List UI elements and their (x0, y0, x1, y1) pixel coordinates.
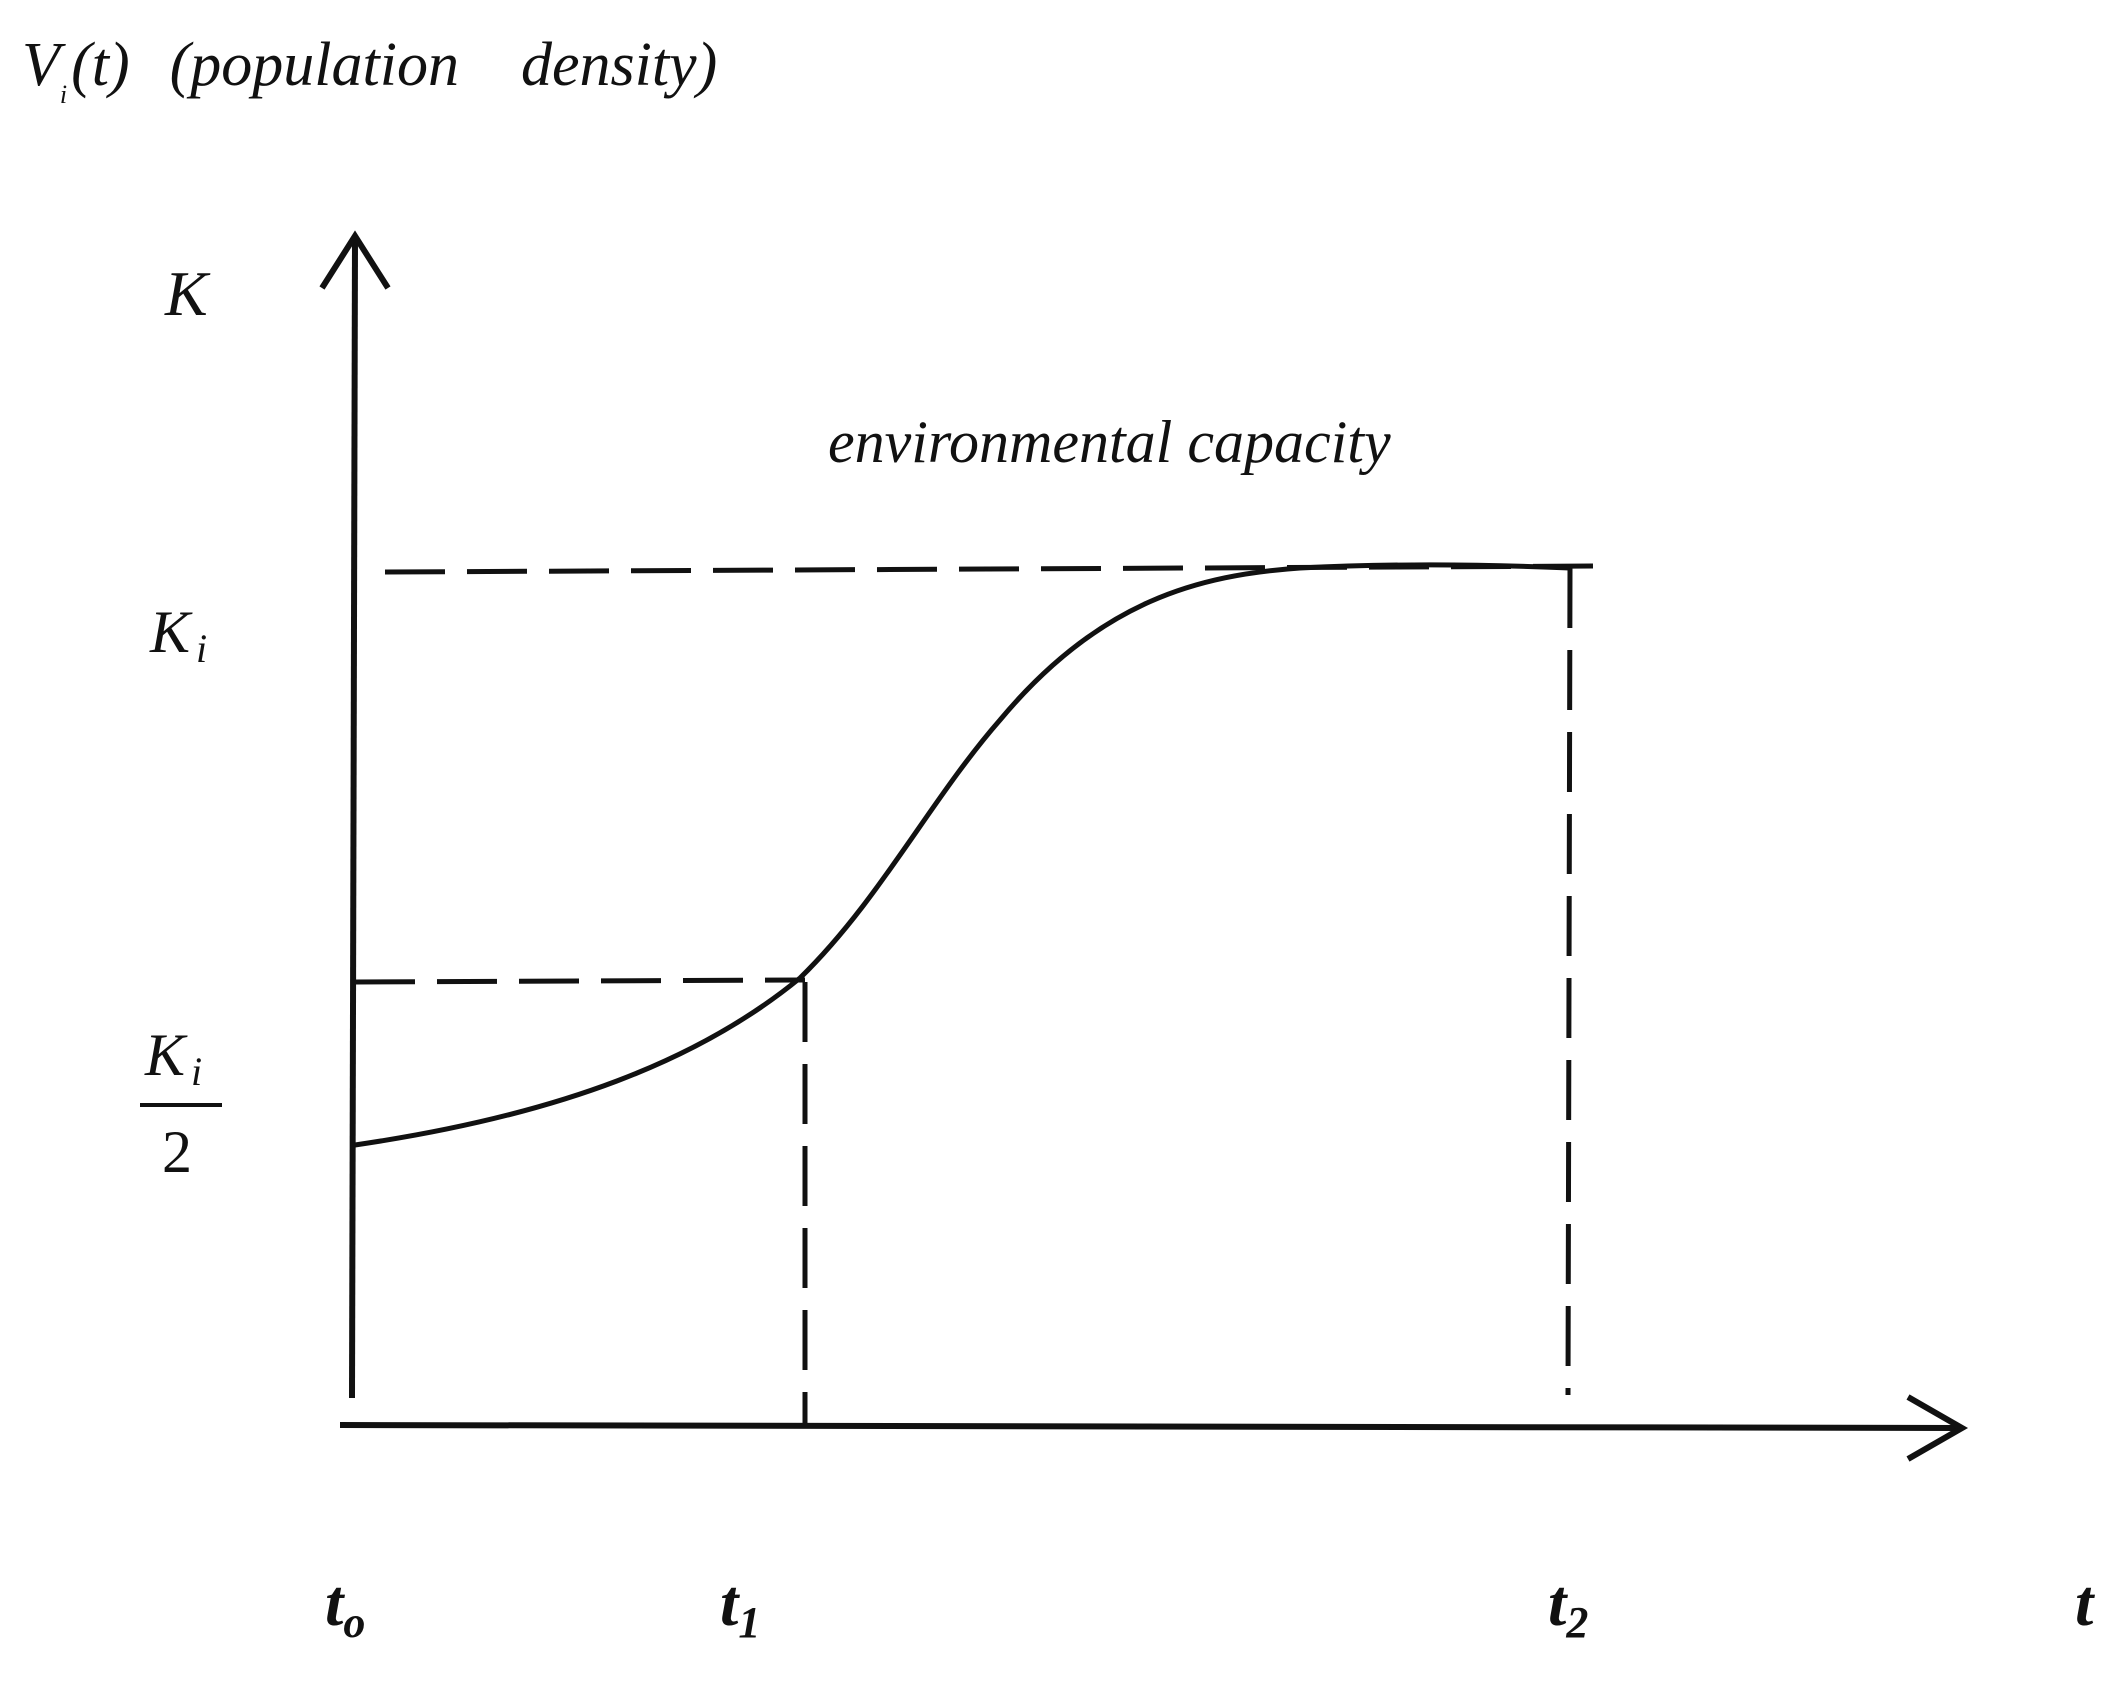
y-tick-capacity-subscript: i (196, 626, 207, 671)
logistic-curve (354, 562, 1571, 1148)
title-description: (population density) (170, 31, 718, 99)
x-tick-t1: t1 (720, 1567, 760, 1647)
y-tick-half-numerator-base: K (144, 1022, 188, 1088)
x-axis-label: t (2075, 1567, 2095, 1640)
x-axis-arrowhead (1906, 1394, 1969, 1462)
capacity-caption: environmental capacity (828, 409, 1391, 475)
x-tick-t2-subscript: 2 (1565, 1598, 1588, 1647)
x-tick-t0-base: t (325, 1567, 345, 1640)
x-tick-t1-subscript: 1 (738, 1598, 760, 1647)
x-tick-t2-base: t (1548, 1567, 1568, 1640)
title-symbol: V (22, 31, 66, 99)
y-axis-top-label: K (164, 258, 211, 329)
x-axis-line (339, 1422, 1961, 1431)
y-axis-title: Vi(t) (population density) (22, 31, 717, 109)
y-axis-arrowhead (319, 230, 391, 290)
y-axis-line (349, 237, 358, 1399)
x-tick-t0: to (325, 1567, 365, 1647)
y-tick-half-numerator-subscript: i (191, 1049, 202, 1094)
y-tick-capacity-base: K (149, 599, 193, 665)
x-tick-t2: t2 (1548, 1567, 1588, 1647)
title-argument: (t) (71, 31, 130, 99)
half-capacity-dashed-line (354, 977, 806, 985)
x-tick-t1-base: t (720, 1567, 740, 1640)
title-subscript: i (60, 80, 67, 109)
t2-dashed-line (1565, 567, 1573, 1396)
x-tick-t0-subscript: o (343, 1598, 365, 1647)
y-tick-half-denominator: 2 (162, 1119, 192, 1185)
